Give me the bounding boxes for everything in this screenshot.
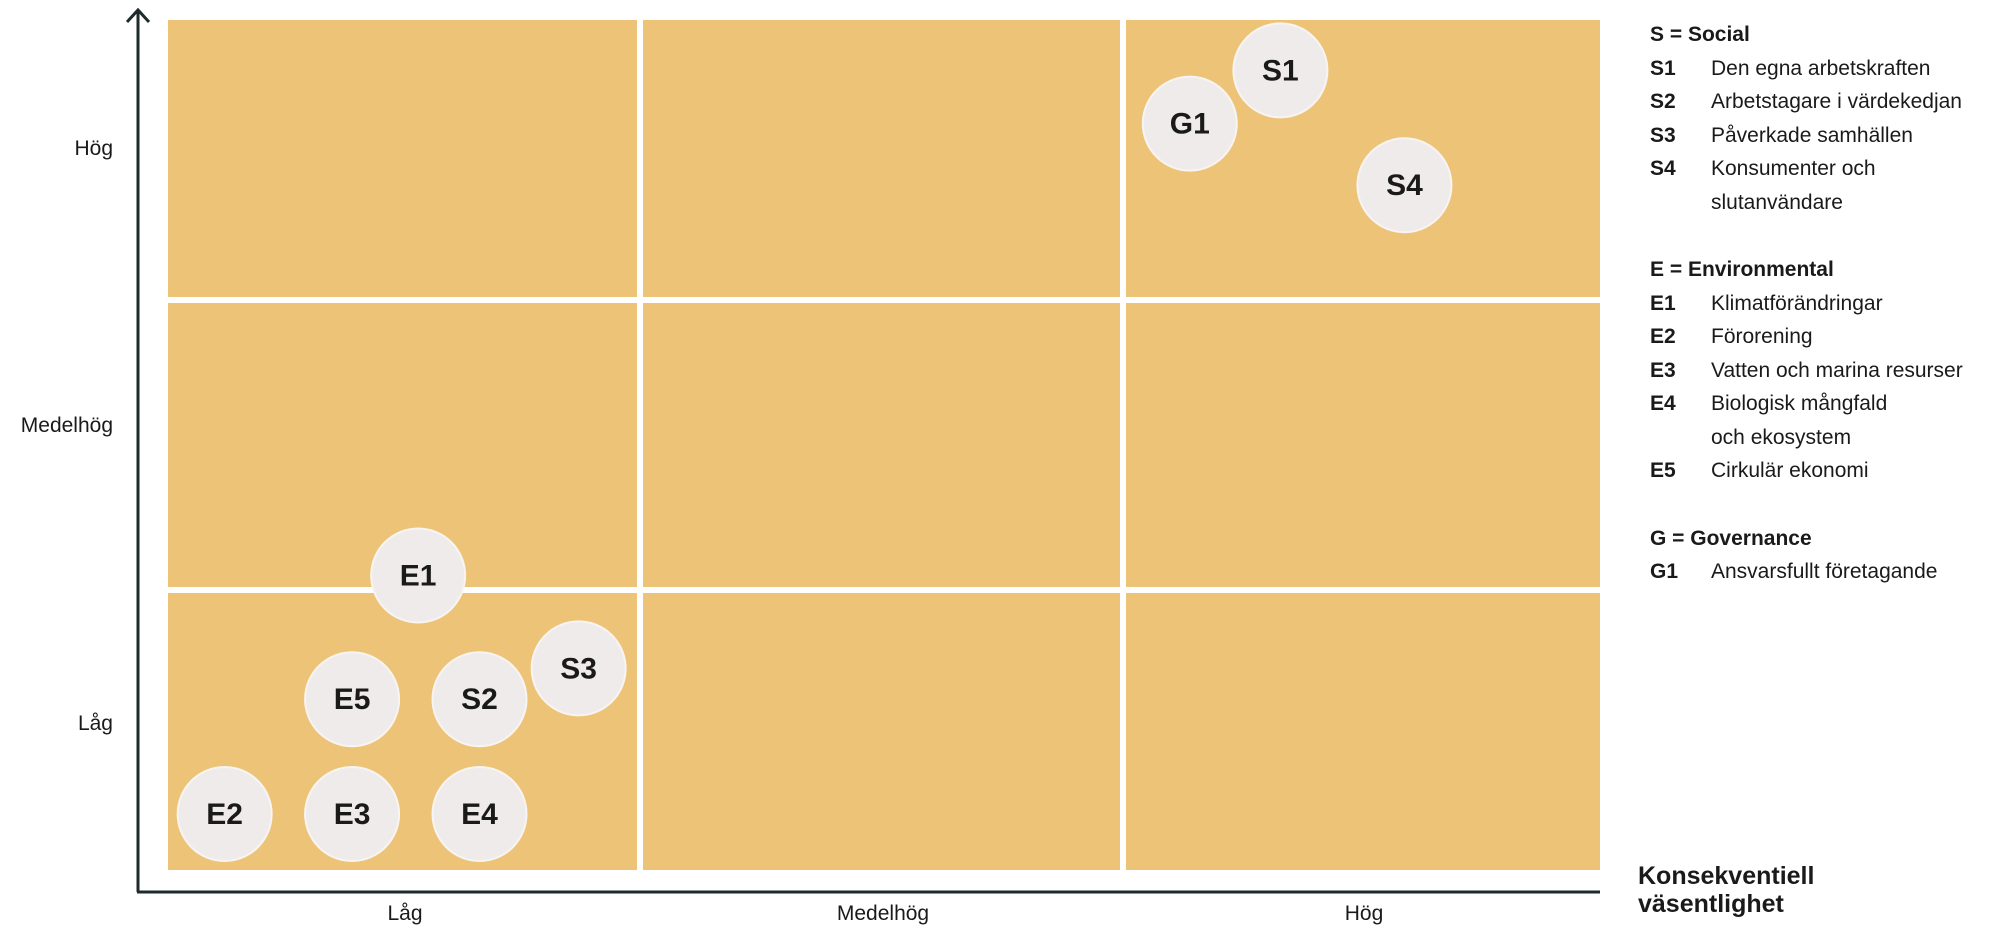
bubble-circle-s3 [530, 620, 627, 717]
bubble-label-e2: E2 [206, 798, 243, 831]
bubble-circle-s1 [1232, 22, 1329, 119]
x-axis-title-text: Konsekventiell väsentlighet [1638, 862, 1815, 918]
legend-item-code: S4 [1650, 157, 1676, 180]
legend-item-code: E1 [1650, 291, 1676, 315]
materiality-matrix: S1 G1 S4 E1 S3 E5 S2 E2 E3 E4 [125, 7, 1600, 894]
legend-item-code: E5 [1650, 459, 1676, 482]
legend-item-line: Påverkade samhällen [1711, 123, 1913, 147]
bubble-circle-e5 [304, 651, 401, 748]
grid-line-horizontal-1 [168, 297, 1600, 303]
bubble-circle-g1 [1141, 75, 1238, 172]
bubble-circle-s4 [1356, 137, 1453, 234]
y-tick-hog: Hög [74, 137, 113, 160]
legend-item-text: Konsumenter och slutanvändare [1711, 152, 1995, 219]
data-points: S1 G1 S4 E1 S3 E5 S2 E2 E3 E4 [176, 22, 1453, 862]
legend-item-text: Arbetstagare i värdekedjan [1711, 85, 1995, 119]
legend-item-code: E3 [1650, 358, 1676, 382]
bubble-circle-e3 [304, 766, 401, 862]
bubble-label-s1: S1 [1262, 54, 1299, 87]
legend-item-e1: E1 Klimatförändringar [1650, 287, 1995, 321]
bubble-e5: E5 [304, 651, 401, 748]
legend-item-e3: E3 Vatten och marina resurser [1650, 354, 1995, 388]
x-axis-title: Konsekventiell väsentlighet [1638, 862, 1938, 918]
legend: S = Social S1 Den egna arbetskraften S2 Arbe… [1650, 18, 1995, 589]
legend-item-text: Förorening [1711, 320, 1995, 354]
bubble-circle-e2 [176, 766, 273, 862]
bubble-s1: S1 [1232, 22, 1329, 119]
legend-group-title: S = Social [1650, 23, 1750, 46]
legend-item-code: S1 [1650, 56, 1676, 80]
legend-item-line: Den egna arbetskraften [1711, 56, 1931, 80]
x-tick-hog: Hög [1344, 902, 1384, 925]
legend-item-line: Konsumenter och [1711, 157, 1876, 180]
bubble-circle-e1 [370, 527, 467, 624]
legend-item-s1: S1 Den egna arbetskraften [1650, 52, 1995, 86]
legend-item-code: S3 [1650, 123, 1676, 147]
y-tick-medelhog: Medelhög [20, 414, 113, 437]
legend-item-s2: S2 Arbetstagare i värdekedjan [1650, 85, 1995, 119]
legend-item-s4: S4 Konsumenter och slutanvändare [1650, 152, 1995, 219]
bubble-label-g1: G1 [1170, 108, 1210, 141]
legend-group-g: G = Governance G1 Ansvarsfullt företagande [1650, 522, 1995, 589]
bubble-e2: E2 [176, 766, 273, 862]
y-axis-arrow-icon [125, 7, 151, 24]
legend-item-code: E4 [1650, 392, 1676, 415]
y-tick-lag: Låg [77, 712, 113, 735]
bubble-s2: S2 [431, 651, 528, 748]
legend-item-e2: E2 Förorening [1650, 320, 1995, 354]
bubble-e3: E3 [304, 766, 401, 862]
bubble-label-s4: S4 [1386, 169, 1423, 202]
bubble-label-e5: E5 [334, 683, 371, 716]
legend-group-title: E = Environmental [1650, 258, 1834, 281]
bubble-s4: S4 [1356, 137, 1453, 234]
legend-item-line: Cirkulär ekonomi [1711, 459, 1869, 482]
legend-item-code: E2 [1650, 325, 1676, 348]
legend-item-g1: G1 Ansvarsfullt företagande [1650, 555, 1995, 589]
legend-group-title: G = Governance [1650, 526, 1812, 550]
legend-item-text: Den egna arbetskraften [1711, 52, 1995, 86]
legend-item-e4: E4 Biologisk mångfald och ekosystem [1650, 387, 1995, 454]
legend-item-text: Påverkade samhällen [1711, 119, 1995, 153]
legend-item-line: Ansvarsfullt företagande [1711, 560, 1938, 583]
legend-spacer [1650, 219, 1995, 253]
bubble-label-e3: E3 [334, 798, 371, 831]
axes [125, 7, 1600, 894]
grid-line-vertical-1 [637, 20, 643, 870]
legend-item-line: Förorening [1711, 325, 1813, 348]
bubble-s3: S3 [530, 620, 627, 717]
legend-group-s: S = Social S1 Den egna arbetskraften S2 Arbe… [1650, 18, 1995, 219]
bubble-circle-e4 [431, 766, 528, 862]
legend-item-code: G1 [1650, 560, 1679, 583]
bubble-label-e1: E1 [400, 560, 437, 593]
legend-item-text: Klimatförändringar [1711, 287, 1995, 321]
bubble-label-s3: S3 [560, 652, 597, 685]
legend-item-code: S2 [1650, 90, 1676, 113]
grid-line-vertical-2 [1120, 20, 1126, 870]
bubble-circle-s2 [431, 651, 528, 748]
matrix-cells [168, 20, 1600, 870]
legend-item-line: Arbetstagare i värdekedjan [1711, 90, 1962, 113]
matrix-background [168, 20, 1600, 870]
legend-item-text: Vatten och marina resurser [1711, 354, 1995, 388]
x-tick-medelhog: Medelhög [836, 902, 930, 925]
legend-item-line: Biologisk mångfald [1711, 392, 1888, 415]
legend-item-line: och ekosystem [1711, 425, 1852, 449]
bubble-label-s2: S2 [461, 683, 498, 716]
bubble-e1: E1 [370, 527, 467, 624]
legend-item-e5: E5 Cirkulär ekonomi [1650, 454, 1995, 488]
bubble-label-e4: E4 [461, 798, 498, 831]
legend-spacer [1650, 488, 1995, 522]
bubble-e4: E4 [431, 766, 528, 862]
legend-item-line: Vatten och marina resurser [1711, 358, 1963, 382]
bubble-g1: G1 [1141, 75, 1238, 172]
legend-item-text: Biologisk mångfald och ekosystem [1711, 387, 1995, 454]
legend-item-line: slutanvändare [1711, 190, 1843, 214]
legend-item-line: Klimatförändringar [1711, 291, 1883, 315]
legend-item-text: Ansvarsfullt företagande [1711, 555, 1995, 589]
x-tick-lag: Låg [387, 902, 423, 925]
legend-item-text: Cirkulär ekonomi [1711, 454, 1995, 488]
grid-line-horizontal-2 [168, 587, 1600, 593]
legend-item-s3: S3 Påverkade samhällen [1650, 119, 1995, 153]
legend-group-e: E = Environmental E1 Klimatförändringar E2 F… [1650, 253, 1995, 488]
